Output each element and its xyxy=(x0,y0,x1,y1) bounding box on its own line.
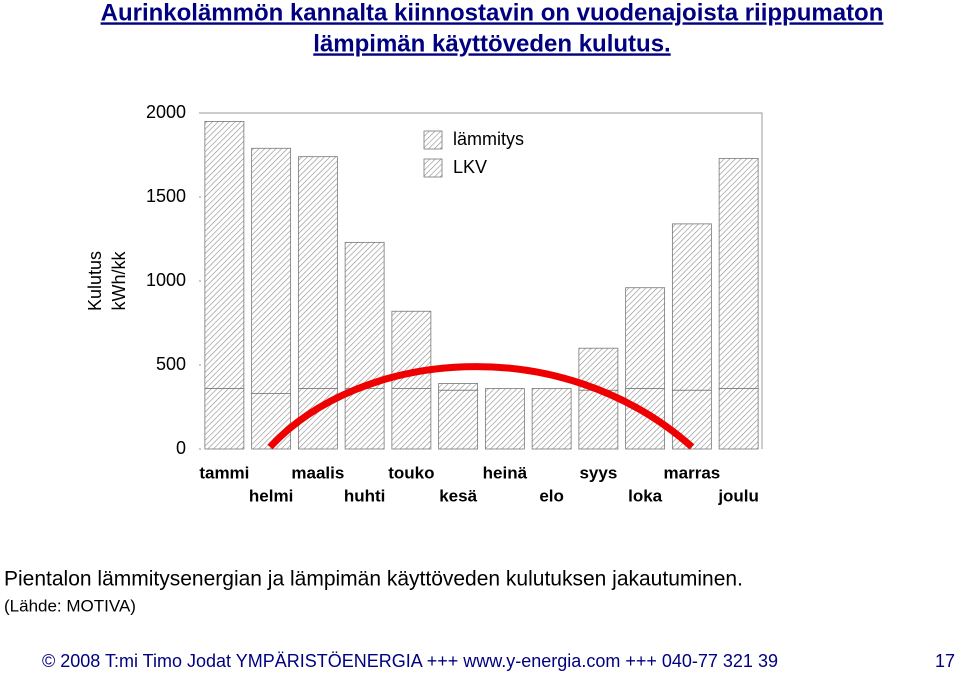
bar-segment xyxy=(671,389,712,450)
bar-segment xyxy=(391,388,432,450)
bar-segment xyxy=(438,389,479,450)
y-tick-label: 1000 xyxy=(146,270,186,290)
y-axis-title: Kulutus kWh/kk xyxy=(85,251,129,312)
source: (Lähde: MOTIVA) xyxy=(4,596,136,615)
bar-segment xyxy=(718,157,759,389)
bar-segment xyxy=(204,388,245,450)
bar-segment xyxy=(625,287,666,389)
legend-label: lämmitys xyxy=(453,129,524,149)
x-tick-label: huhti xyxy=(344,486,386,505)
y-tick-label: 2000 xyxy=(146,102,186,122)
y-tick-label: 0 xyxy=(176,438,186,458)
bar-segment xyxy=(484,388,525,450)
x-tick-label: tammi xyxy=(199,463,249,482)
plot-frame xyxy=(201,112,763,449)
solar-curve xyxy=(267,363,695,450)
x-tick-label: loka xyxy=(628,486,663,505)
bar-segment xyxy=(718,388,759,450)
slide-title: lämpimän käyttöveden kulutus. xyxy=(313,30,670,57)
y-axis-title-line: Kulutus xyxy=(85,251,105,311)
caption: Pientalon lämmitysenergian ja lämpimän k… xyxy=(4,568,743,591)
bar-segment xyxy=(344,388,385,450)
bar-segment xyxy=(438,383,479,391)
x-tick-label: syys xyxy=(579,463,617,482)
page-number: 17 xyxy=(935,651,955,671)
y-axis-title-line: kWh/kk xyxy=(109,251,129,311)
bar-segment xyxy=(297,156,338,389)
bar-segment xyxy=(251,393,292,450)
y-tick-label: 500 xyxy=(156,354,186,374)
x-tick-label: kesä xyxy=(439,486,477,505)
x-tick-label: joulu xyxy=(717,486,759,505)
x-tick-label: touko xyxy=(388,463,434,482)
x-tick-label: maalis xyxy=(291,463,344,482)
bar-segment xyxy=(204,121,245,389)
footer: © 2008 T:mi Timo Jodat YMPÄRISTÖENERGIA … xyxy=(42,651,778,671)
bar-segment xyxy=(531,388,572,450)
x-tick-label: heinä xyxy=(483,463,528,482)
legend-label: LKV xyxy=(453,157,487,177)
bar-segment xyxy=(344,241,385,389)
slide-title: Aurinkolämmön kannalta kiinnostavin on v… xyxy=(101,0,884,26)
legend-swatch xyxy=(423,130,443,150)
legend-swatch xyxy=(423,158,443,178)
y-tick-label: 1500 xyxy=(146,186,186,206)
x-tick-label: marras xyxy=(664,463,721,482)
x-tick-label: helmi xyxy=(249,486,293,505)
bar-segment xyxy=(671,223,712,391)
bar-segment xyxy=(578,389,619,450)
bar-segment xyxy=(251,147,292,394)
x-tick-label: elo xyxy=(539,486,564,505)
